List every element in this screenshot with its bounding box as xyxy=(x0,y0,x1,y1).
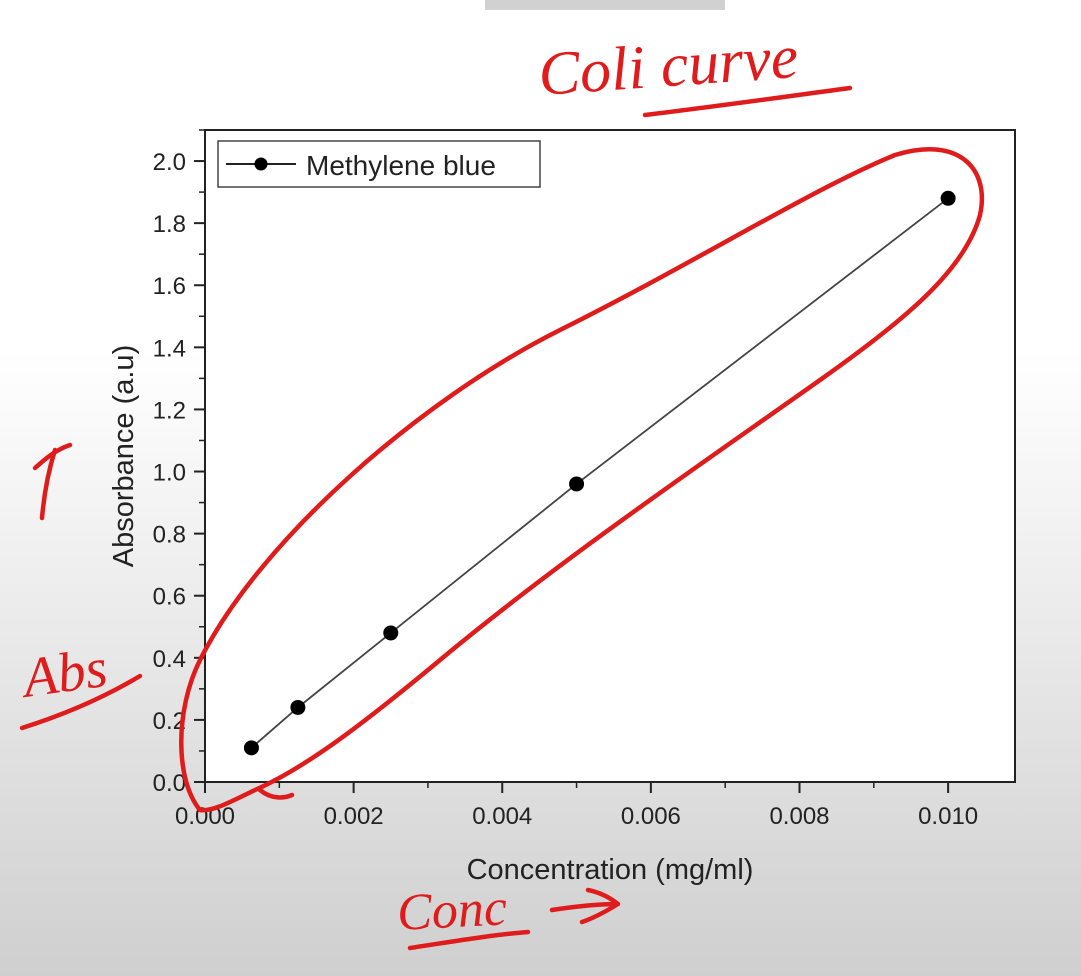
annotation-conc-text: Conc xyxy=(396,879,509,942)
arrow-right-icon xyxy=(549,887,621,925)
y-tick-label: 1.2 xyxy=(153,397,186,424)
legend: Methylene blue xyxy=(217,140,541,188)
data-point xyxy=(383,625,399,641)
y-axis-title: Absorbance (a.u) xyxy=(108,345,140,567)
x-tick-label: 0.004 xyxy=(472,803,532,830)
x-tick-label: 0.000 xyxy=(175,803,235,830)
y-tick-label: 1.0 xyxy=(153,460,186,487)
y-tick-label: 0.6 xyxy=(153,584,186,611)
x-tick-label: 0.002 xyxy=(324,803,384,830)
legend-label: Methylene blue xyxy=(306,150,496,181)
y-tick-label: 2.0 xyxy=(153,149,186,176)
y-tick-label: 1.6 xyxy=(153,273,186,300)
y-tick-label: 1.8 xyxy=(153,211,186,238)
x-tick-label: 0.006 xyxy=(621,803,681,830)
x-tick-label: 0.008 xyxy=(769,803,829,830)
annotation-coli-curve-text: Coli curve xyxy=(536,23,800,109)
legend-marker xyxy=(254,157,268,171)
y-tick-label: 1.4 xyxy=(153,335,186,362)
y-tick-label: 0.0 xyxy=(153,770,186,797)
x-axis: 0.000 0.002 0.004 0.006 0.008 0.010 xyxy=(175,782,978,830)
y-tick-label: 0.8 xyxy=(153,522,186,549)
data-point xyxy=(940,190,956,206)
annotation-abs: Abs xyxy=(15,637,143,731)
y-axis: 0.00.20.40.60.81.01.21.41.61.82.0 xyxy=(153,129,205,797)
data-point xyxy=(290,699,306,715)
annotation-conc: Conc xyxy=(396,879,621,951)
y-tick-label: 0.4 xyxy=(153,646,186,673)
x-tick-label: 0.010 xyxy=(918,803,978,830)
cropped-top-text xyxy=(485,0,725,10)
arrow-up-icon xyxy=(32,442,73,521)
annotation-coli-curve: Coli curve xyxy=(536,23,853,118)
data-point xyxy=(243,740,259,756)
x-axis-title: Concentration (mg/ml) xyxy=(467,854,754,886)
series-methylene-blue xyxy=(243,190,956,756)
data-point xyxy=(569,476,585,492)
ellipse-annotation xyxy=(179,147,985,813)
